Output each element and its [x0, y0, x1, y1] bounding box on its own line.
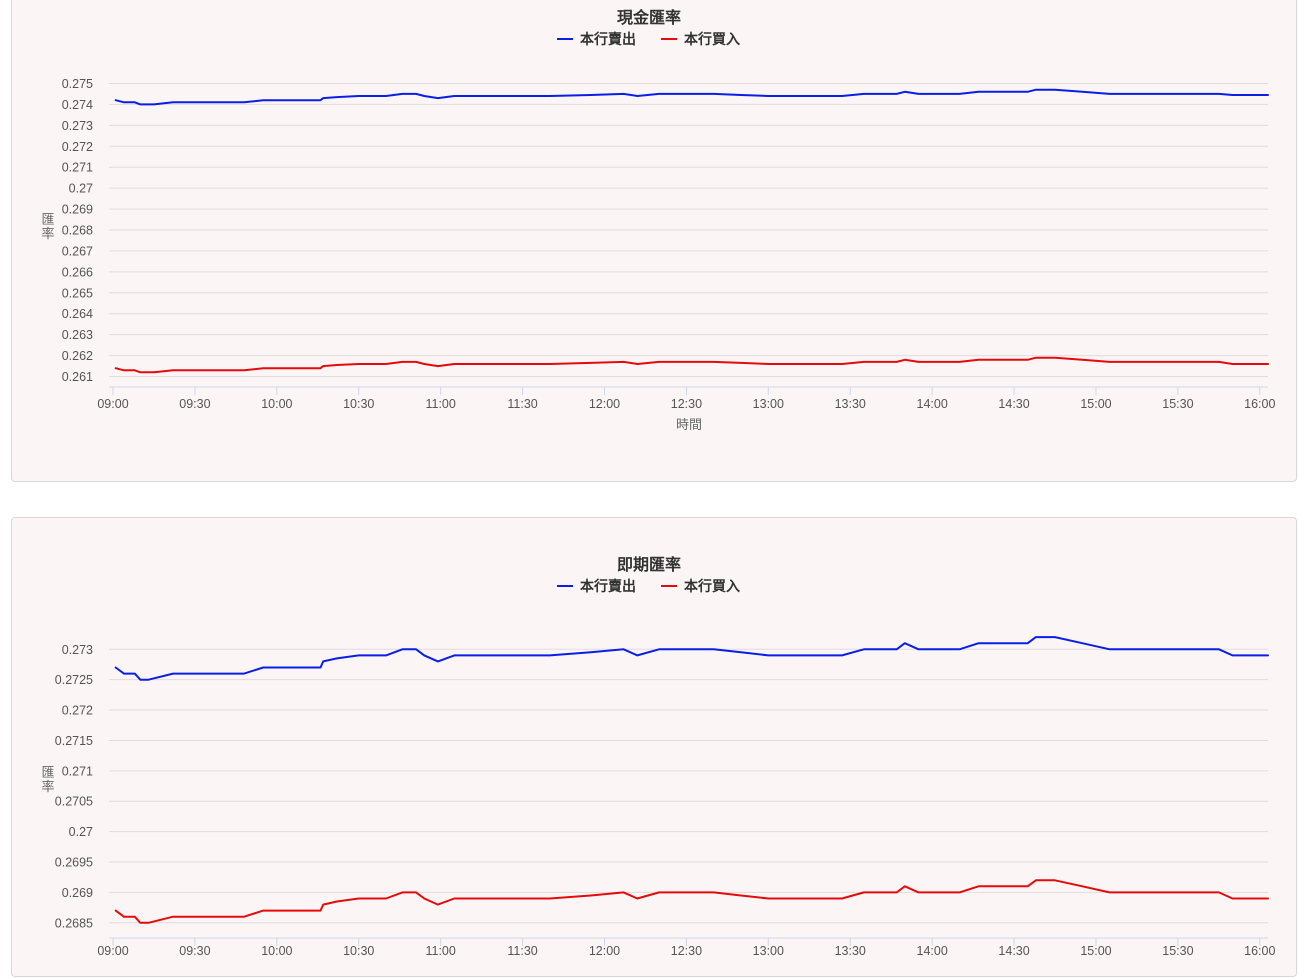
x-tick-label: 09:30 — [179, 397, 210, 411]
y-axis-title: 匯率 — [41, 765, 54, 794]
x-tick-label: 14:30 — [998, 397, 1029, 411]
x-tick-label: 13:30 — [835, 397, 866, 411]
legend-item[interactable]: 本行買入 — [661, 578, 740, 594]
x-tick-label: 10:30 — [343, 397, 374, 411]
x-axis: 09:00 09:30 10:00 10:30 11:00 11:30 12:00 12:30… — [97, 937, 1275, 958]
y-tick-label: 0.274 — [62, 98, 93, 112]
chart-title: 現金匯率 — [617, 8, 681, 27]
y-tick-label: 0.268 — [62, 224, 93, 238]
x-tick-label: 15:00 — [1080, 944, 1111, 958]
x-tick-label: 09:00 — [97, 397, 128, 411]
legend-item[interactable]: 本行賣出 — [557, 31, 636, 47]
x-tick-label: 13:30 — [835, 944, 866, 958]
y-tick-label: 0.273 — [62, 643, 93, 657]
series-line[interactable] — [114, 356, 1269, 374]
legend-item[interactable]: 本行賣出 — [557, 578, 636, 594]
x-tick-label: 14:00 — [917, 397, 948, 411]
x-tick-label: 13:00 — [753, 397, 784, 411]
y-tick-label: 0.275 — [62, 77, 93, 91]
series-line[interactable] — [114, 879, 1269, 924]
legend-label: 本行賣出 — [580, 31, 636, 47]
y-axis: 0.273 0.2725 0.272 0.2715 0.271 0.2705 0.27 0.2… — [55, 643, 93, 931]
x-tick-label: 15:00 — [1080, 397, 1111, 411]
x-axis: 09:00 09:30 10:00 10:30 11:00 11:30 12:00 12:30… — [97, 386, 1275, 411]
y-tick-label: 0.2725 — [55, 673, 93, 687]
x-tick-label: 10:00 — [261, 944, 292, 958]
x-tick-label: 12:00 — [589, 944, 620, 958]
x-tick-label: 09:30 — [179, 944, 210, 958]
chart-title: 即期匯率 — [617, 555, 681, 574]
cash-rate-chart-card: 現金匯率 本行賣出 本行買入 0.275 0.274 0.273 0.272 0.271 0.2… — [11, 0, 1297, 482]
y-tick-label: 0.273 — [62, 119, 93, 133]
x-tick-label: 11:00 — [425, 944, 455, 958]
grid-lines — [109, 648, 1268, 924]
x-tick-label: 16:00 — [1244, 397, 1275, 411]
x-tick-label: 10:00 — [261, 397, 292, 411]
x-tick-label: 16:00 — [1244, 944, 1275, 958]
x-tick-label: 12:30 — [671, 397, 702, 411]
y-tick-label: 0.271 — [62, 764, 93, 778]
y-tick-label: 0.27 — [69, 182, 93, 196]
y-tick-label: 0.27 — [69, 825, 93, 839]
legend: 本行賣出 本行買入 — [557, 578, 740, 594]
series-line[interactable] — [114, 88, 1269, 106]
x-tick-label: 11:30 — [507, 944, 537, 958]
legend-label: 本行賣出 — [580, 578, 636, 594]
x-tick-label: 10:30 — [343, 944, 374, 958]
x-tick-label: 09:00 — [97, 944, 128, 958]
x-tick-label: 15:30 — [1162, 397, 1193, 411]
y-tick-label: 0.261 — [62, 370, 93, 384]
y-tick-label: 0.272 — [62, 140, 93, 154]
y-tick-label: 0.2705 — [55, 795, 93, 809]
x-tick-label: 13:00 — [753, 944, 784, 958]
x-tick-label: 11:00 — [425, 397, 455, 411]
legend-label: 本行買入 — [684, 31, 740, 47]
x-tick-label: 11:30 — [507, 397, 537, 411]
x-tick-label: 12:00 — [589, 397, 620, 411]
y-tick-label: 0.2715 — [55, 734, 93, 748]
y-tick-label: 0.271 — [62, 161, 93, 175]
legend: 本行賣出 本行買入 — [557, 31, 740, 47]
series-line[interactable] — [114, 636, 1269, 681]
y-tick-label: 0.267 — [62, 244, 93, 258]
y-tick-label: 0.2695 — [55, 856, 93, 870]
x-tick-label: 15:30 — [1162, 944, 1193, 958]
x-tick-label: 14:00 — [917, 944, 948, 958]
y-tick-label: 0.262 — [62, 349, 93, 363]
y-axis-title: 匯率 — [41, 212, 54, 241]
y-tick-label: 0.264 — [62, 307, 93, 321]
y-tick-label: 0.265 — [62, 286, 93, 300]
x-axis-title: 時間 — [676, 417, 702, 432]
y-tick-label: 0.269 — [62, 203, 93, 217]
x-tick-label: 12:30 — [671, 944, 702, 958]
y-axis: 0.275 0.274 0.273 0.272 0.271 0.27 0.269 0.268 0… — [62, 77, 93, 384]
grid-lines — [109, 82, 1268, 378]
y-tick-label: 0.272 — [62, 704, 93, 718]
x-tick-label: 14:30 — [998, 944, 1029, 958]
spot-rate-chart-card: 即期匯率 本行賣出 本行買入 0.273 0.2725 0.272 0.2715 0.271 0… — [11, 517, 1297, 977]
y-tick-label: 0.266 — [62, 265, 93, 279]
y-tick-label: 0.269 — [62, 886, 93, 900]
legend-label: 本行買入 — [684, 578, 740, 594]
y-tick-label: 0.263 — [62, 328, 93, 342]
y-tick-label: 0.2685 — [55, 916, 93, 930]
legend-item[interactable]: 本行買入 — [661, 31, 740, 47]
